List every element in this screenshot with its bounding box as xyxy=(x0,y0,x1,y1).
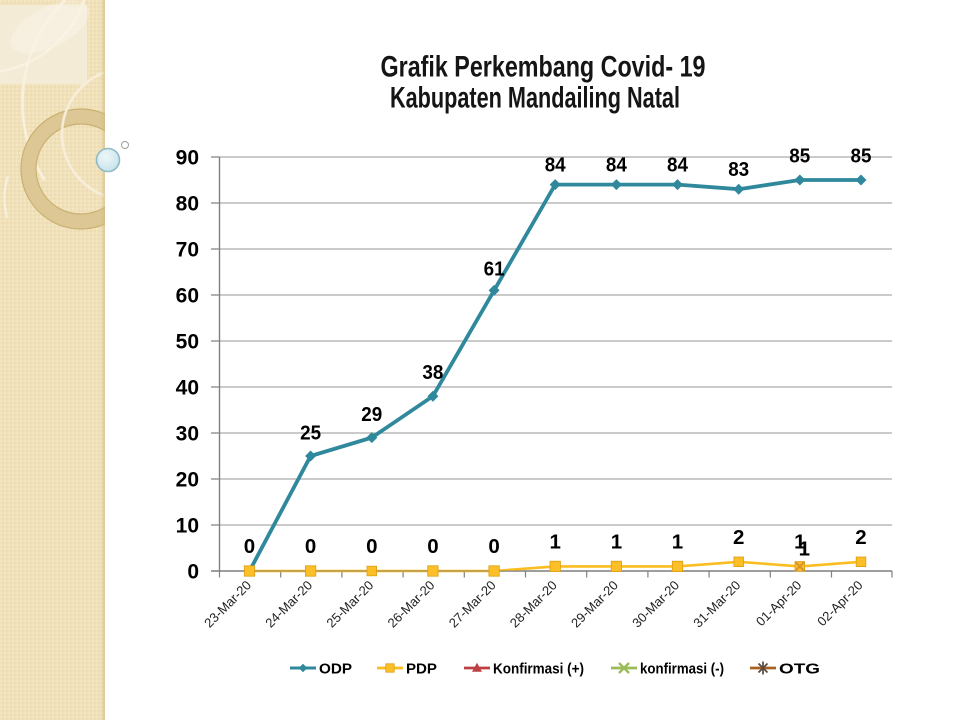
svg-text:85: 85 xyxy=(789,145,810,168)
svg-text:90: 90 xyxy=(176,147,199,170)
svg-text:1: 1 xyxy=(672,530,683,553)
svg-text:1: 1 xyxy=(549,530,560,553)
svg-text:Kabupaten Mandailing Natal: Kabupaten Mandailing Natal xyxy=(390,82,680,115)
svg-text:1: 1 xyxy=(611,530,622,553)
svg-text:2: 2 xyxy=(733,526,744,549)
svg-text:29: 29 xyxy=(361,403,382,426)
svg-text:60: 60 xyxy=(176,285,199,308)
svg-text:2: 2 xyxy=(855,526,866,549)
svg-text:84: 84 xyxy=(667,154,689,177)
svg-text:27-Mar-20: 27-Mar-20 xyxy=(446,578,499,631)
svg-text:Grafik Perkembang Covid- 19: Grafik Perkembang Covid- 19 xyxy=(381,51,706,84)
svg-text:40: 40 xyxy=(176,377,199,400)
svg-text:01-Apr-20: 01-Apr-20 xyxy=(753,578,804,629)
svg-text:30-Mar-20: 30-Mar-20 xyxy=(629,578,682,631)
svg-text:25: 25 xyxy=(300,422,321,445)
svg-text:02-Apr-20: 02-Apr-20 xyxy=(814,578,865,629)
svg-text:83: 83 xyxy=(728,158,749,181)
svg-text:30: 30 xyxy=(176,423,199,446)
svg-text:38: 38 xyxy=(422,361,443,384)
svg-text:61: 61 xyxy=(484,258,505,281)
svg-text:konfirmasi (-): konfirmasi (-) xyxy=(640,662,724,678)
svg-text:OTG: OTG xyxy=(779,662,820,678)
svg-text:25-Mar-20: 25-Mar-20 xyxy=(323,578,376,631)
svg-text:Konfirmasi (+): Konfirmasi (+) xyxy=(493,662,584,678)
svg-text:50: 50 xyxy=(176,331,199,354)
svg-text:31-Mar-20: 31-Mar-20 xyxy=(690,578,743,631)
svg-text:29-Mar-20: 29-Mar-20 xyxy=(568,578,621,631)
svg-text:70: 70 xyxy=(176,239,199,262)
svg-text:1: 1 xyxy=(799,537,810,560)
svg-text:0: 0 xyxy=(427,535,438,558)
svg-text:0: 0 xyxy=(244,535,255,558)
svg-text:28-Mar-20: 28-Mar-20 xyxy=(507,578,560,631)
svg-text:0: 0 xyxy=(305,535,316,558)
svg-text:0: 0 xyxy=(187,561,199,584)
svg-text:20: 20 xyxy=(176,469,199,492)
svg-text:80: 80 xyxy=(176,193,199,216)
svg-text:26-Mar-20: 26-Mar-20 xyxy=(385,578,438,631)
svg-text:PDP: PDP xyxy=(406,662,437,678)
svg-text:ODP: ODP xyxy=(319,662,352,678)
svg-text:1: 1 xyxy=(794,530,805,553)
svg-text:84: 84 xyxy=(606,154,628,177)
svg-text:85: 85 xyxy=(851,145,872,168)
svg-text:0: 0 xyxy=(366,535,377,558)
svg-text:84: 84 xyxy=(545,154,567,177)
svg-text:10: 10 xyxy=(176,515,199,538)
svg-text:24-Mar-20: 24-Mar-20 xyxy=(262,578,315,631)
svg-text:23-Mar-20: 23-Mar-20 xyxy=(201,578,254,631)
svg-text:0: 0 xyxy=(488,535,499,558)
